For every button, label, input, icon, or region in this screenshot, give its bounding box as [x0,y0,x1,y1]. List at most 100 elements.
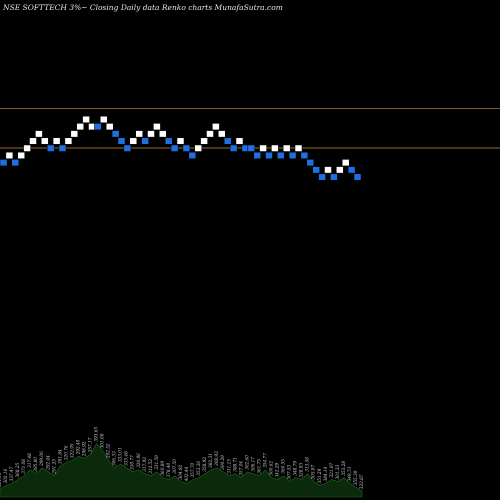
volume-label: 348.79 [293,461,298,476]
volume-label: 298.92 [82,441,87,457]
renko-brick-down [141,137,149,145]
renko-brick-up [5,151,14,159]
volume-label: 307.53 [287,465,292,480]
renko-brick-up [82,115,90,123]
volume-label: 313.38 [305,457,310,472]
renko-brick-up [23,144,31,152]
volume-label: 357.70 [190,463,195,478]
volume-label: 302.16 [3,468,8,483]
volume-label: 371.08 [21,459,26,474]
renko-brick-down [11,159,20,167]
renko-brick-up [294,144,303,152]
volume-label: 351.29 [317,468,322,483]
renko-brick-down [117,137,126,145]
volume-label: 361.75 [256,459,261,474]
volume-label: 330.77 [130,455,135,470]
volume-label: 355.39 [353,470,358,485]
renko-brick-up [29,137,37,145]
volume-label: 393.65 [94,427,99,442]
volume-label: 301.08 [100,433,105,448]
renko-brick-down [318,173,326,181]
renko-brick-up [259,144,267,152]
renko-brick-down [182,144,191,152]
renko-brick-up [153,123,161,131]
volume-label: 324.05 [0,472,2,487]
renko-brick-down [353,173,362,181]
reference-lines [0,107,500,149]
renko-brick-up [41,137,49,145]
renko-brick-down [229,144,238,152]
volume-label: 291.25 [51,459,56,475]
volume-label: 311.15 [226,459,231,474]
renko-brick-down [347,166,356,174]
renko-brick-up [176,137,185,145]
renko-brick-up [135,130,143,138]
renko-brick-up [324,166,332,174]
volume-label: 368.25 [15,463,20,478]
volume-label: 304.92 [178,465,183,480]
renko-brick-up [282,144,291,152]
renko-brick-down [0,159,8,167]
renko-brick-down [164,137,173,145]
volume-area-path [0,443,363,498]
renko-brick-up [212,123,220,131]
volume-label: 292.40 [75,439,80,455]
renko-brick-up [194,144,202,152]
renko-brick-up [147,130,155,138]
volume-label: 360.62 [269,461,274,476]
volume-label: 292.52 [106,443,111,459]
volume-label: 304.29 [220,455,225,470]
volume-label: 306.17 [250,457,255,472]
renko-brick-down [312,166,320,174]
renko-brick-up [35,130,43,138]
renko-brick-down [306,159,315,167]
renko-brick-up [341,159,350,167]
volume-label: 333.01 [118,447,123,462]
volume-label: 360.89 [160,461,165,476]
volume-label: 307.50 [172,459,177,474]
renko-brick-down [223,137,232,145]
volume-label: 391.84 [57,449,62,464]
volume-labels: 324.05 302.16 337.47 368.25 371.08 317.48 395.… [0,427,364,490]
volume-label: 358.92 [202,457,207,472]
volume-label: 402.44 [184,466,189,482]
volume-label: 301.33 [335,465,340,480]
volume-label: 353.28 [341,461,346,476]
volume-label: 317.48 [27,453,32,468]
renko-brick-up [76,123,84,131]
volume-label: 321.97 [329,463,334,478]
volume-label: 299.06 [39,451,44,467]
volume-label: 395.80 [33,457,38,472]
renko-brick-up [206,130,214,138]
renko-brick-up [129,137,138,145]
volume-label: 292.44 [45,455,50,471]
renko-brick-up [70,130,79,138]
volume-label: 302.60 [244,455,249,470]
renko-brick-up [52,137,61,145]
renko-brick-down [58,144,67,152]
volume-label: 308.93 [214,451,219,466]
volume-label: 335.48 [124,451,129,466]
volume-label: 382.31 [208,453,213,468]
renko-brick-down [170,144,179,152]
volume-label: 323.87 [359,474,364,489]
volume-label: 357.04 [238,461,243,476]
volume-label: 342.29 [275,463,280,478]
renko-brick-up [235,137,244,145]
renko-brick-down [94,123,102,131]
renko-brick-up [64,137,73,145]
renko-brick-down [288,151,297,159]
volume-label: 312.52 [148,459,153,474]
volume-label: 337.47 [9,466,14,481]
renko-brick-up [17,151,25,159]
renko-brick-down [46,144,55,152]
volume-label: 320.76 [63,445,68,460]
renko-brick-down [277,151,285,159]
volume-area [0,443,363,498]
renko-brick-down [247,144,256,152]
renko-brick-down [111,130,120,138]
volume-label: 353.36 [196,461,201,476]
volume-label: 306.33 [112,451,117,466]
renko-brick-down [188,151,197,159]
